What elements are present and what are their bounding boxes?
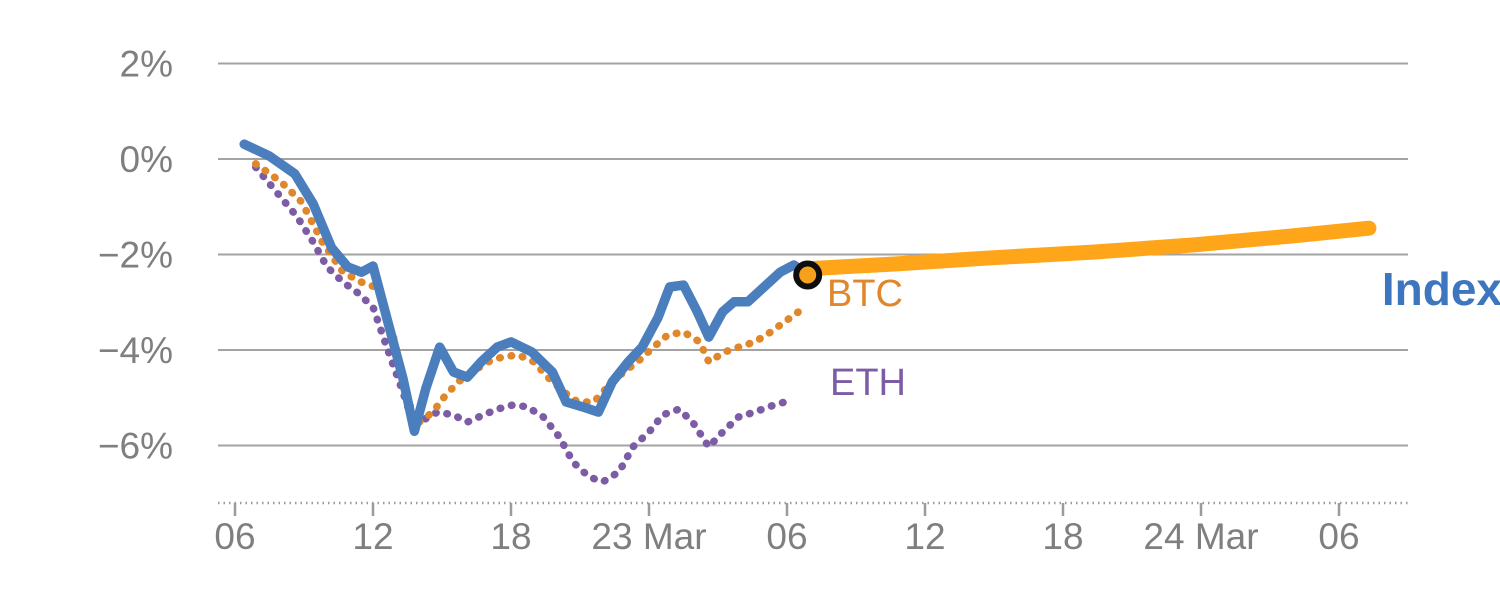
series-index-forecast-line: [800, 220, 1377, 277]
y-tick-label: 2%: [120, 44, 173, 85]
current-point-marker: [793, 260, 823, 290]
x-tick-label: 18: [1042, 516, 1083, 557]
x-tick-label: 06: [1318, 516, 1359, 557]
series-index-line: [239, 139, 813, 436]
x-tick-label: 24 Mar: [1143, 516, 1258, 557]
x-tick-label: 12: [352, 516, 393, 557]
y-tick-label: −6%: [98, 426, 173, 467]
y-tick-label: 0%: [120, 139, 173, 180]
x-tick-label: 18: [490, 516, 531, 557]
series-btc-line: [251, 160, 803, 428]
x-tick-label: 06: [214, 516, 255, 557]
x-tick-label: 23 Mar: [591, 516, 706, 557]
crypto-performance-chart: 2% 0% −2% −4% −6% 06 12 18 23 Mar 06 12 18 24 Mar 06 …: [40, 16, 1500, 616]
x-tick-label: 06: [766, 516, 807, 557]
x-tick-label: 12: [904, 516, 945, 557]
series-eth-line: [251, 163, 789, 486]
y-tick-label: −2%: [98, 235, 173, 276]
y-tick-label: −4%: [98, 330, 173, 371]
chart-svg: 2% 0% −2% −4% −6% 06 12 18 23 Mar 06 12 18 24 Mar 06: [98, 44, 1408, 557]
